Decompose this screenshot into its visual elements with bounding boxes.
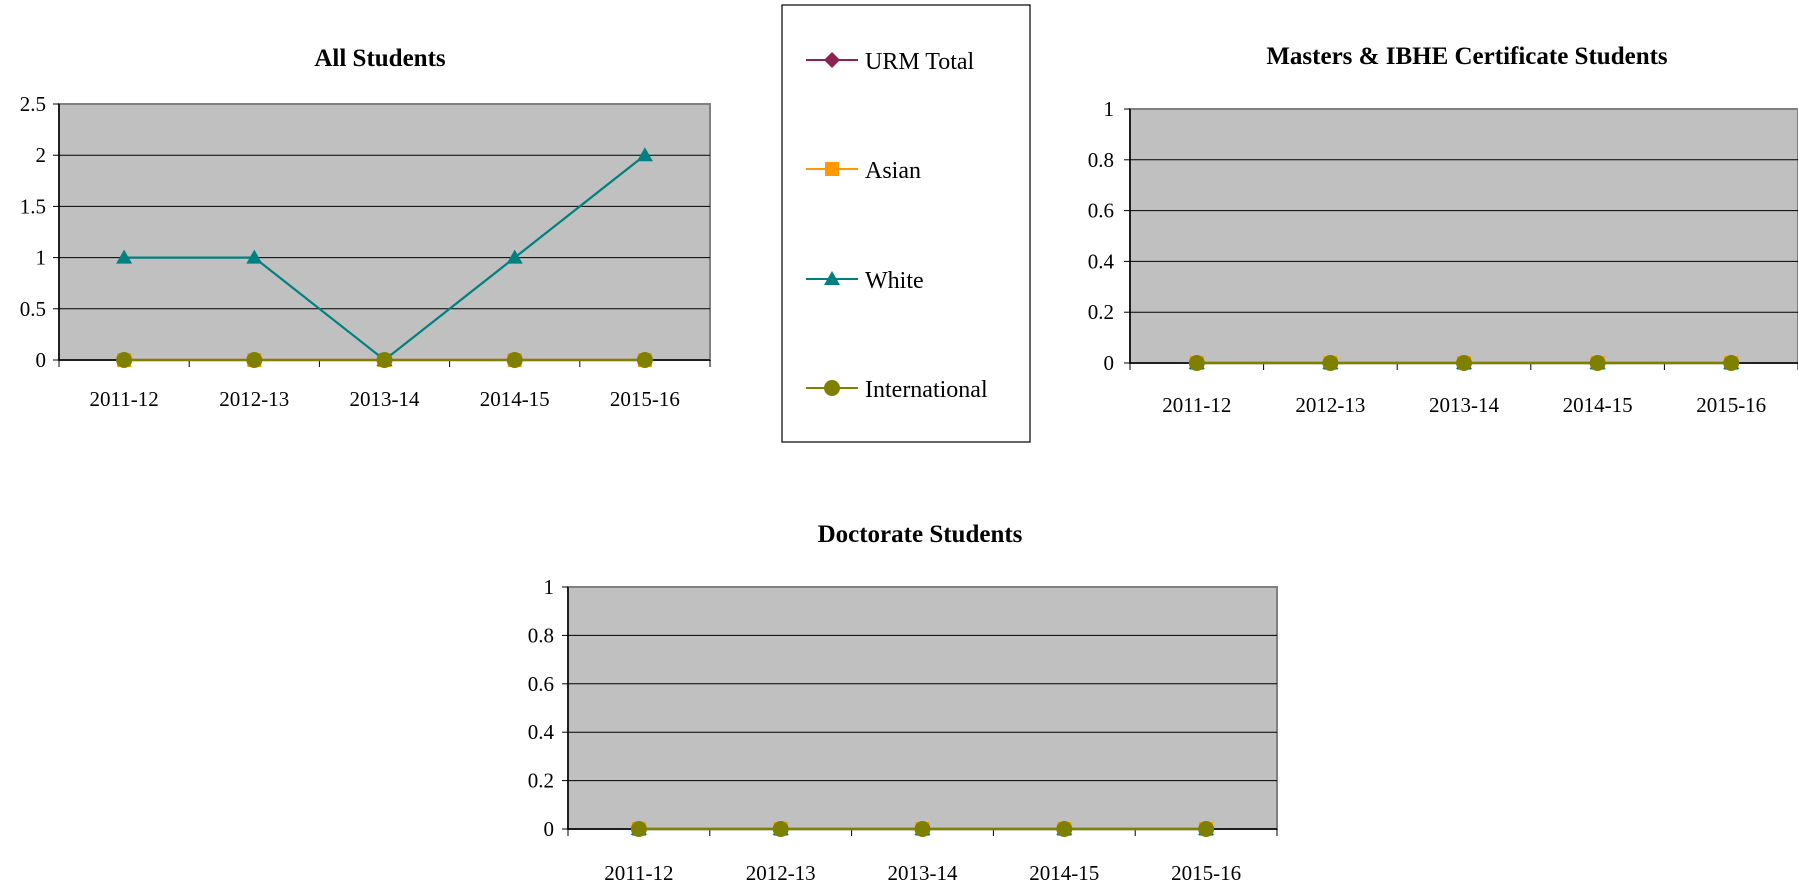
y-tick-label: 0.2 <box>1088 300 1114 324</box>
data-point-international <box>1456 355 1472 371</box>
chart-doctorate-students: Doctorate Students 0 0.2 0.4 0.6 0.8 1 2011-12… <box>528 521 1278 885</box>
x-tick-label: 2011-12 <box>1162 393 1231 417</box>
y-tick-label: 1 <box>544 575 555 599</box>
chart-title: All Students <box>314 45 446 72</box>
data-point-international <box>1322 355 1339 371</box>
y-tick-label: 1 <box>36 246 47 270</box>
x-tick-label: 2012-13 <box>746 861 816 885</box>
y-tick-label: 0.8 <box>1088 148 1114 172</box>
y-tick-label: 0.2 <box>528 769 554 793</box>
x-tick-label: 2011-12 <box>604 861 673 885</box>
legend-item-urm-total: URM Total <box>806 49 975 75</box>
chart-all-students: All Students 0 0.5 1 1.5 2 2.5 2011-12 2012-13 2… <box>20 45 711 411</box>
legend-label: URM Total <box>865 49 975 75</box>
y-tick-label: 0.8 <box>528 623 554 647</box>
circle-marker-icon <box>824 380 840 396</box>
x-tick-label: 2013-14 <box>1429 393 1499 417</box>
data-point-international <box>1188 355 1205 371</box>
x-tick-label: 2015-16 <box>610 387 680 411</box>
y-tick-label: 0.5 <box>20 297 46 321</box>
data-point-international <box>1589 355 1606 371</box>
data-point-international <box>1056 821 1073 837</box>
x-tick-label: 2013-14 <box>888 861 958 885</box>
y-tick-label: 0 <box>1104 351 1115 375</box>
legend-label: Asian <box>865 158 921 184</box>
data-point-international <box>1723 355 1740 371</box>
chart-masters-ibhe-students: Masters & IBHE Certificate Students 0 0.2… <box>1088 43 1798 417</box>
legend-label: White <box>865 268 924 294</box>
legend-box <box>781 4 1031 443</box>
x-tick-label: 2015-16 <box>1696 393 1766 417</box>
x-tick-label: 2015-16 <box>1171 861 1241 885</box>
y-tick-label: 0.6 <box>528 672 554 696</box>
plot-area <box>58 103 711 361</box>
x-tick-label: 2014-15 <box>1029 861 1099 885</box>
diamond-marker-icon <box>824 52 840 68</box>
series-international <box>630 821 1215 837</box>
data-point-white <box>246 249 263 264</box>
data-point-international <box>506 352 523 368</box>
legend-item-white: White <box>806 268 924 294</box>
chart-title: Masters & IBHE Certificate Students <box>1266 43 1668 70</box>
data-point-international <box>246 352 263 368</box>
data-point-international <box>636 352 653 368</box>
y-tick-label: 0 <box>544 817 555 841</box>
y-tick-label: 0 <box>36 348 47 372</box>
legend: URM Total Asian White International <box>781 4 1031 443</box>
y-tick-label: 0.4 <box>528 720 555 744</box>
y-tick-label: 1.5 <box>20 194 46 218</box>
triangle-marker-icon <box>824 271 840 285</box>
y-tick-label: 0.4 <box>1088 249 1115 273</box>
plot-area <box>1129 108 1798 364</box>
plot-area <box>567 586 1278 830</box>
x-tick-label: 2012-13 <box>1295 393 1365 417</box>
data-point-white <box>506 249 523 264</box>
y-tick-label: 0.6 <box>1088 199 1114 223</box>
data-point-international <box>630 821 647 837</box>
data-point-white <box>636 147 653 162</box>
x-tick-label: 2014-15 <box>480 387 550 411</box>
data-point-international <box>116 352 133 368</box>
series-international <box>116 352 653 368</box>
data-point-international <box>914 821 931 837</box>
chart-title: Doctorate Students <box>818 521 1023 548</box>
y-tick-label: 1 <box>1104 97 1115 121</box>
series-international <box>1188 355 1740 371</box>
legend-label: International <box>865 377 988 403</box>
square-marker-icon <box>825 162 839 176</box>
y-tick-label: 2 <box>36 143 47 167</box>
data-point-international <box>772 821 789 837</box>
data-point-white <box>116 249 133 264</box>
x-tick-label: 2014-15 <box>1563 393 1633 417</box>
x-tick-label: 2013-14 <box>350 387 420 411</box>
y-tick-label: 2.5 <box>20 92 46 116</box>
legend-item-asian: Asian <box>806 158 921 184</box>
x-tick-label: 2012-13 <box>219 387 289 411</box>
data-point-international <box>376 352 393 368</box>
data-point-international <box>1198 821 1215 837</box>
x-tick-label: 2011-12 <box>89 387 158 411</box>
legend-item-international: International <box>806 377 988 403</box>
